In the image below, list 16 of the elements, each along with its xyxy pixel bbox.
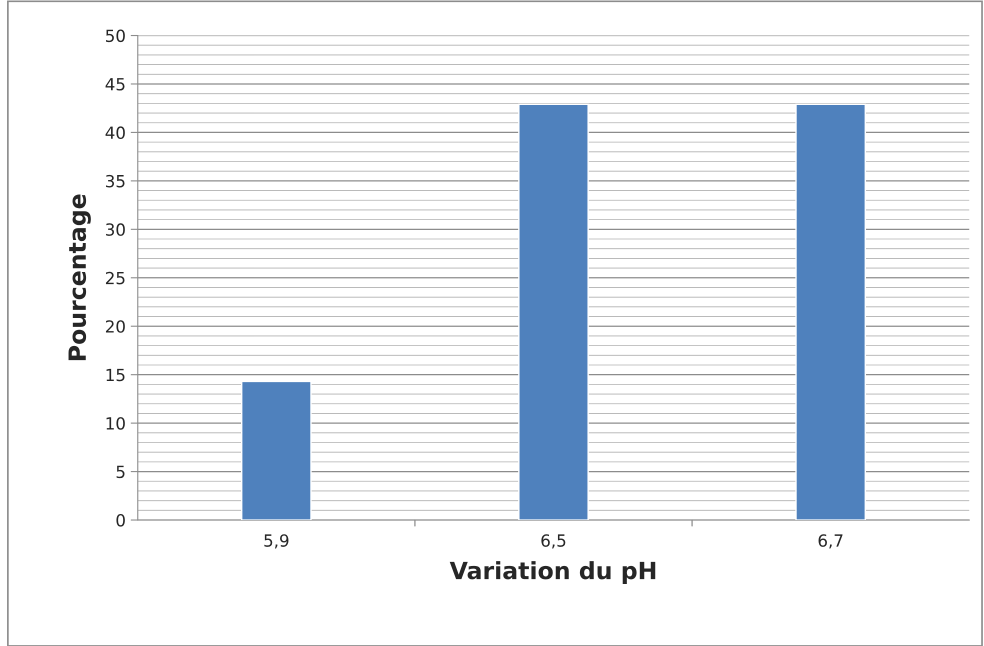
y-tick-label: 25 [106, 272, 124, 284]
x-tick-label: 5,9 [264, 534, 288, 549]
x-axis-title: Variation du pH [450, 561, 656, 584]
y-tick-label: 45 [106, 78, 124, 91]
x-tick-label: 6,5 [541, 534, 566, 549]
y-tick-label: 10 [106, 417, 125, 430]
y-tick-label: 15 [106, 368, 124, 382]
y-tick-label: 20 [106, 320, 125, 333]
y-tick-label: 35 [106, 174, 124, 188]
y-tick-label: 30 [106, 223, 125, 236]
y-axis-title: Pourcentage [68, 194, 91, 360]
y-tick-label: 5 [116, 466, 124, 478]
y-tick-label: 50 [106, 29, 125, 42]
x-tick-label: 6,7 [818, 534, 842, 549]
y-tick-label: 40 [106, 126, 125, 139]
y-tick-label: 0 [116, 514, 125, 527]
